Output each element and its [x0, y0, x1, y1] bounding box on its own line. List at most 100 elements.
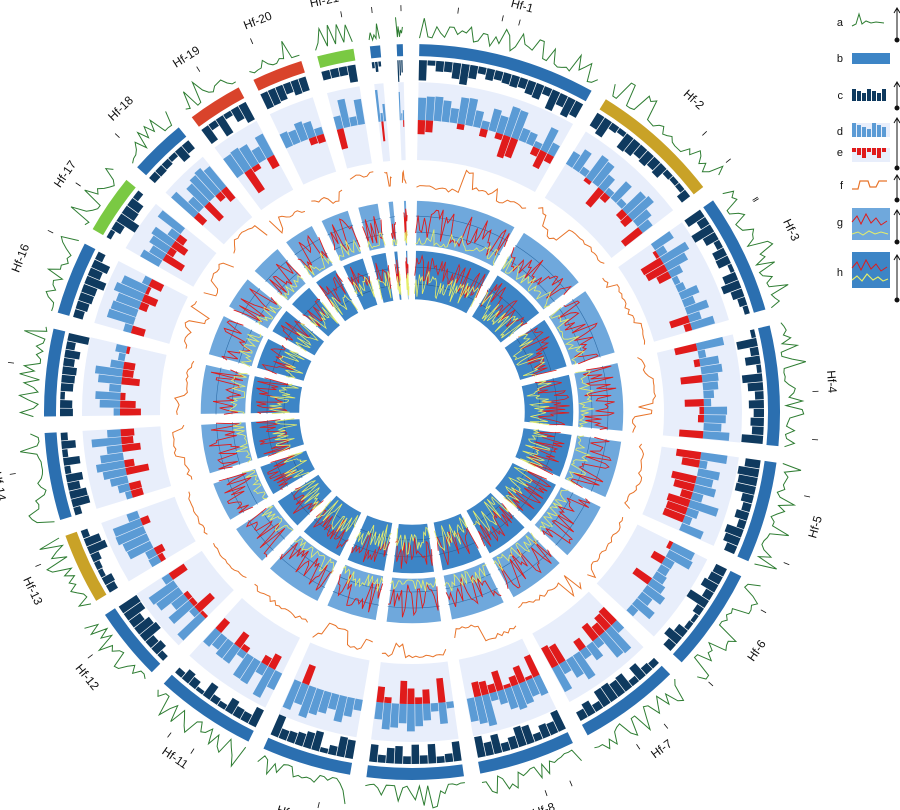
expression-bar-down: [183, 590, 193, 600]
gene-density-bar: [230, 106, 245, 123]
expression-bar-up: [189, 606, 200, 618]
coverage-red-line: [302, 298, 326, 328]
methylation-yellow-line: [415, 229, 499, 266]
gene-density-bar: [294, 731, 307, 747]
gene-density-bar: [702, 232, 719, 246]
gene-density-bar: [628, 675, 640, 687]
panel-gridline: [472, 503, 503, 525]
expression-bar-up: [349, 116, 358, 127]
repeat-density-line: [132, 111, 173, 164]
expression-bar-up: [106, 308, 136, 326]
chromosome-hf-3: [502, 190, 789, 382]
gene-density-bar: [75, 300, 90, 312]
gene-density-bar: [275, 84, 288, 102]
gene-density-bar: [501, 72, 512, 85]
gene-density-bar: [80, 528, 90, 539]
coverage-panel: [502, 317, 569, 382]
expression-bar-down: [128, 480, 142, 491]
gene-density-bar: [741, 501, 752, 513]
expression-bar-up: [168, 600, 194, 624]
methylation-panel: [319, 208, 364, 264]
gene-density-bar: [591, 700, 604, 712]
gene-density-bar: [157, 650, 168, 661]
expression-bar-down: [632, 567, 653, 585]
expression-bar-up: [511, 110, 529, 140]
expression-bar-up: [123, 323, 134, 334]
gene-density-bar: [707, 571, 723, 585]
panel-gridline: [414, 266, 483, 286]
ideogram-band: [104, 608, 161, 673]
expression-bar-up: [406, 703, 415, 732]
ideogram-band: [191, 87, 245, 127]
expression-bar-up: [598, 174, 615, 193]
chromosome-label: Hf-21: [308, 0, 340, 10]
gc-content-line: [172, 424, 193, 480]
gene-density-bar: [589, 112, 605, 130]
expression-bar-up: [572, 149, 592, 173]
gene-density-bar: [97, 568, 106, 578]
expression-bar-up: [703, 398, 712, 407]
ideogram-band: [581, 665, 671, 736]
expression-bar-up: [446, 701, 455, 709]
gene-density-bar: [751, 426, 764, 436]
repeat-density-line: [693, 583, 761, 680]
expression-bar-up: [189, 175, 215, 202]
gene-density-bar: [696, 216, 710, 230]
panel-gridline: [393, 555, 433, 558]
gene-density-bar: [282, 81, 294, 95]
expression-bar-down: [302, 664, 316, 686]
expression-bar-up: [692, 484, 717, 498]
track-legend: a b c de f g h: [837, 7, 900, 303]
expression-bar-up: [127, 540, 154, 560]
methylation-yellow-line: [539, 489, 569, 532]
marker-tick: [708, 681, 714, 687]
expression-bar-down: [697, 414, 704, 423]
expression-bar-down: [665, 500, 688, 515]
methylation-red-line: [297, 234, 328, 272]
gene-density-bar: [724, 542, 738, 555]
expression-bar-up: [177, 612, 206, 641]
marker-tick: [9, 473, 16, 475]
expression-bar-up: [302, 120, 316, 139]
methylation-red-line: [558, 300, 599, 365]
legend-item-e: e: [837, 147, 890, 162]
expression-bar-down: [125, 463, 150, 476]
marker-tick: [371, 6, 373, 14]
expression-bar-down: [157, 552, 167, 562]
gene-density-bar: [270, 714, 287, 738]
expression-bar-up: [194, 167, 221, 197]
expression-bar-down: [130, 325, 146, 337]
expression-bar-up: [140, 249, 163, 267]
gene-density-bar: [624, 138, 641, 157]
gene-density-bar: [210, 694, 221, 705]
methylation-yellow-line: [575, 370, 595, 428]
legend-swatch-blue-histogram: [852, 123, 890, 137]
gene-density-bar: [724, 524, 744, 538]
gene-density-bar: [509, 74, 521, 89]
gene-density-bar: [84, 275, 107, 291]
expression-bar-up: [374, 89, 381, 122]
expression-bar-up: [488, 108, 502, 133]
expression-bar-up: [94, 365, 124, 377]
coverage-yellow-line: [316, 500, 359, 533]
coverage-yellow-line: [414, 271, 479, 308]
expression-bar-down: [415, 697, 423, 704]
gene-density-bar: [700, 577, 719, 593]
ideogram-band: [43, 328, 66, 417]
ideogram-band: [263, 737, 353, 775]
legend-item-b: b: [837, 53, 890, 65]
gene-density-bar: [106, 229, 116, 240]
chromosome-label: Hf-16: [8, 242, 32, 275]
gene-density-bar: [202, 682, 219, 700]
chromosome-label: Hf-19: [170, 43, 203, 71]
gene-density-bar: [541, 86, 553, 97]
expression-bar-up: [314, 126, 324, 137]
expression-bar-up: [433, 96, 444, 122]
gene-density-bar: [319, 746, 329, 754]
panel-gridline: [303, 299, 321, 316]
panel-gridline: [290, 491, 310, 515]
chromosome-hf-22: [368, 6, 404, 302]
expression-bar-up: [661, 557, 675, 570]
expression-bar-down: [399, 680, 408, 704]
